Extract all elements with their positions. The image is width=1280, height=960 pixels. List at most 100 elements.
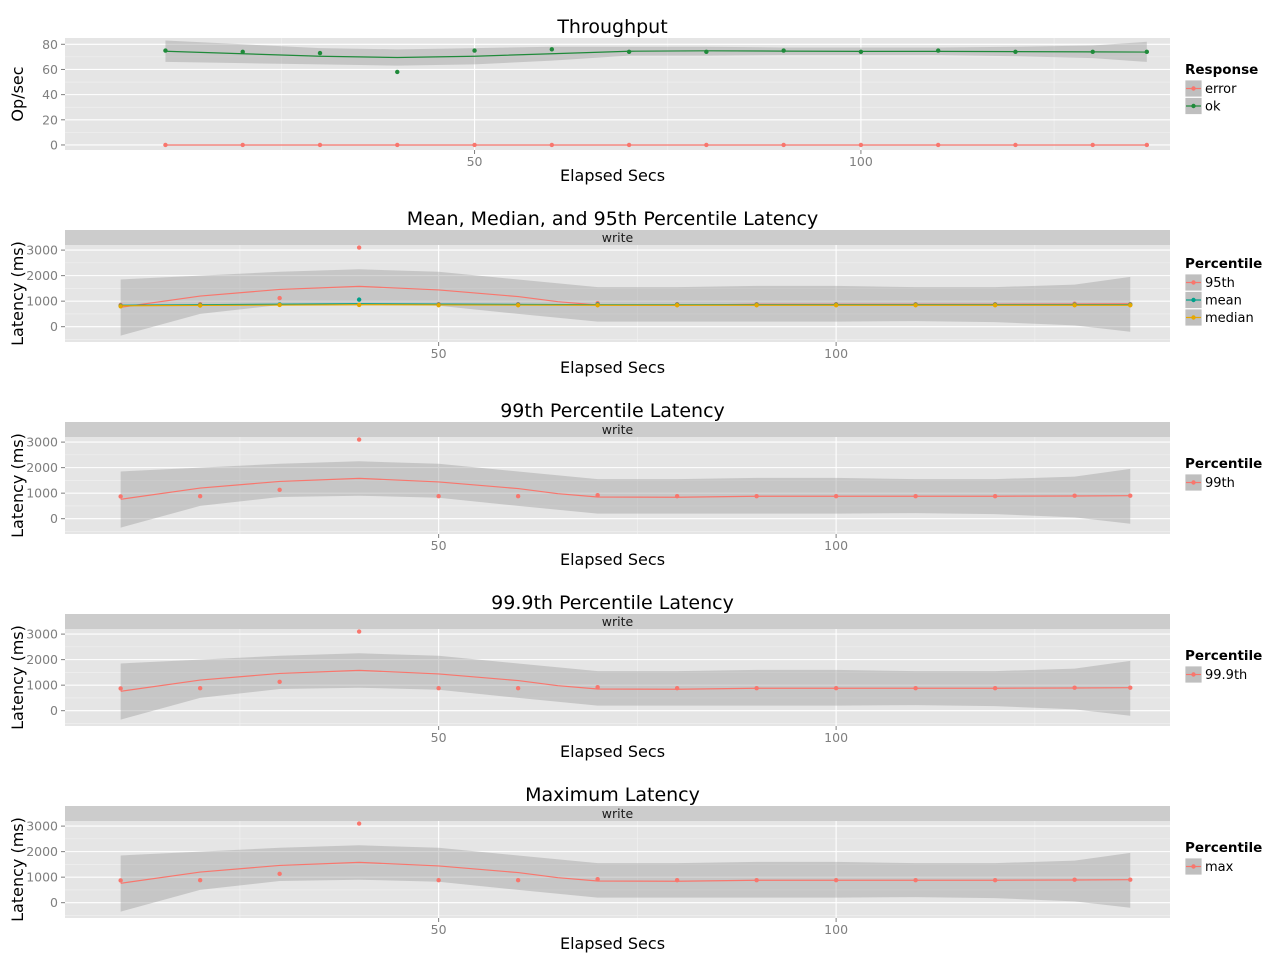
data-point [1128,685,1133,690]
y-axis-title: Latency (ms) [8,241,27,346]
data-point [240,142,245,148]
plot-background [65,821,1170,918]
data-point [1013,142,1018,148]
x-axis-title: Elapsed Secs [560,358,665,377]
data-point [913,878,918,883]
smooth-line-ok [165,50,1147,59]
chart-title: 99th Percentile Latency [500,400,725,422]
y-axis-title: Latency (ms) [8,625,27,730]
data-point [356,437,362,442]
legend-key-point [1191,315,1196,320]
legend-key-point [1191,672,1196,677]
data-point [754,686,759,691]
legend-label: 99th [1205,476,1235,491]
legend-title: Percentile [1185,256,1262,272]
facet-strip [65,230,1170,245]
y-tick-label: 3000 [26,819,58,834]
data-point [674,878,680,883]
legend-label: ok [1205,100,1221,115]
legend: Percentile 99th [1184,456,1262,492]
data-point [833,878,839,883]
facet-strip-label: write [602,422,634,437]
chart-panel-2: Mean, Median, and 95th Percentile Latenc… [8,208,1262,377]
data-point [1128,493,1133,498]
plot-background [65,629,1170,726]
legend-key-point [1191,86,1196,91]
data-point [935,142,941,148]
data-point [913,303,918,308]
data-point [317,142,323,148]
data-point [858,142,864,148]
facet-strip-label: write [602,614,634,629]
data-point [197,494,203,499]
data-point [277,871,282,877]
data-point [992,494,998,499]
data-point [992,878,998,883]
confidence-band [120,845,1131,912]
x-tick-label: 100 [824,730,848,745]
legend-key-point [1191,864,1196,869]
data-point [1013,49,1018,55]
data-point [549,142,555,148]
data-point [118,494,123,499]
data-point [356,629,362,634]
y-axis-title: Latency (ms) [8,817,27,922]
legend: Percentile 95th mean median [1184,256,1262,327]
y-axis-title: Op/sec [8,66,27,121]
data-point [515,686,521,691]
y-tick-label: 0 [50,895,58,910]
data-point [197,878,203,883]
data-point [674,686,680,691]
data-point [674,303,680,308]
facet-strip [65,806,1170,821]
data-point [626,49,632,55]
data-point [595,303,600,308]
facet-strip-label: write [602,230,634,245]
legend-title: Percentile [1185,648,1262,664]
data-point [935,48,941,53]
data-point [436,878,441,883]
data-point [1072,685,1077,690]
data-point [515,303,521,308]
data-point [515,494,521,499]
data-point [395,69,400,75]
data-point [754,878,759,883]
legend-label: 95th [1205,276,1235,291]
data-point [317,50,323,56]
y-tick-label: 40 [42,87,58,102]
legend-title: Response [1185,62,1258,78]
data-point [197,303,203,308]
legend-title: Percentile [1185,456,1262,472]
data-point [626,142,632,148]
data-point [1090,49,1095,55]
y-axis-title: Latency (ms) [8,433,27,538]
legend-title: Percentile [1185,840,1262,856]
data-point [356,302,362,308]
confidence-band [120,461,1131,528]
y-tick-label: 0 [50,703,58,718]
confidence-band [120,269,1131,336]
legend-key-point [1191,480,1196,485]
facet-strip [65,422,1170,437]
data-point [356,297,362,302]
data-point [704,49,709,55]
y-tick-label: 0 [50,319,58,334]
x-axis-title: Elapsed Secs [560,742,665,761]
y-tick-label: 3000 [26,243,58,258]
x-tick-label: 100 [824,538,848,553]
y-tick-label: 1000 [26,294,58,309]
data-point [754,303,759,308]
y-tick-label: 3000 [26,435,58,450]
y-tick-label: 1000 [26,678,58,693]
data-point [356,821,362,826]
data-point [118,878,123,883]
y-tick-label: 2000 [26,844,58,859]
x-tick-label: 50 [431,538,447,553]
plot-background [65,245,1170,342]
x-axis-title: Elapsed Secs [560,166,665,185]
data-point [595,685,600,690]
data-point [436,303,441,308]
y-tick-label: 1000 [26,486,58,501]
